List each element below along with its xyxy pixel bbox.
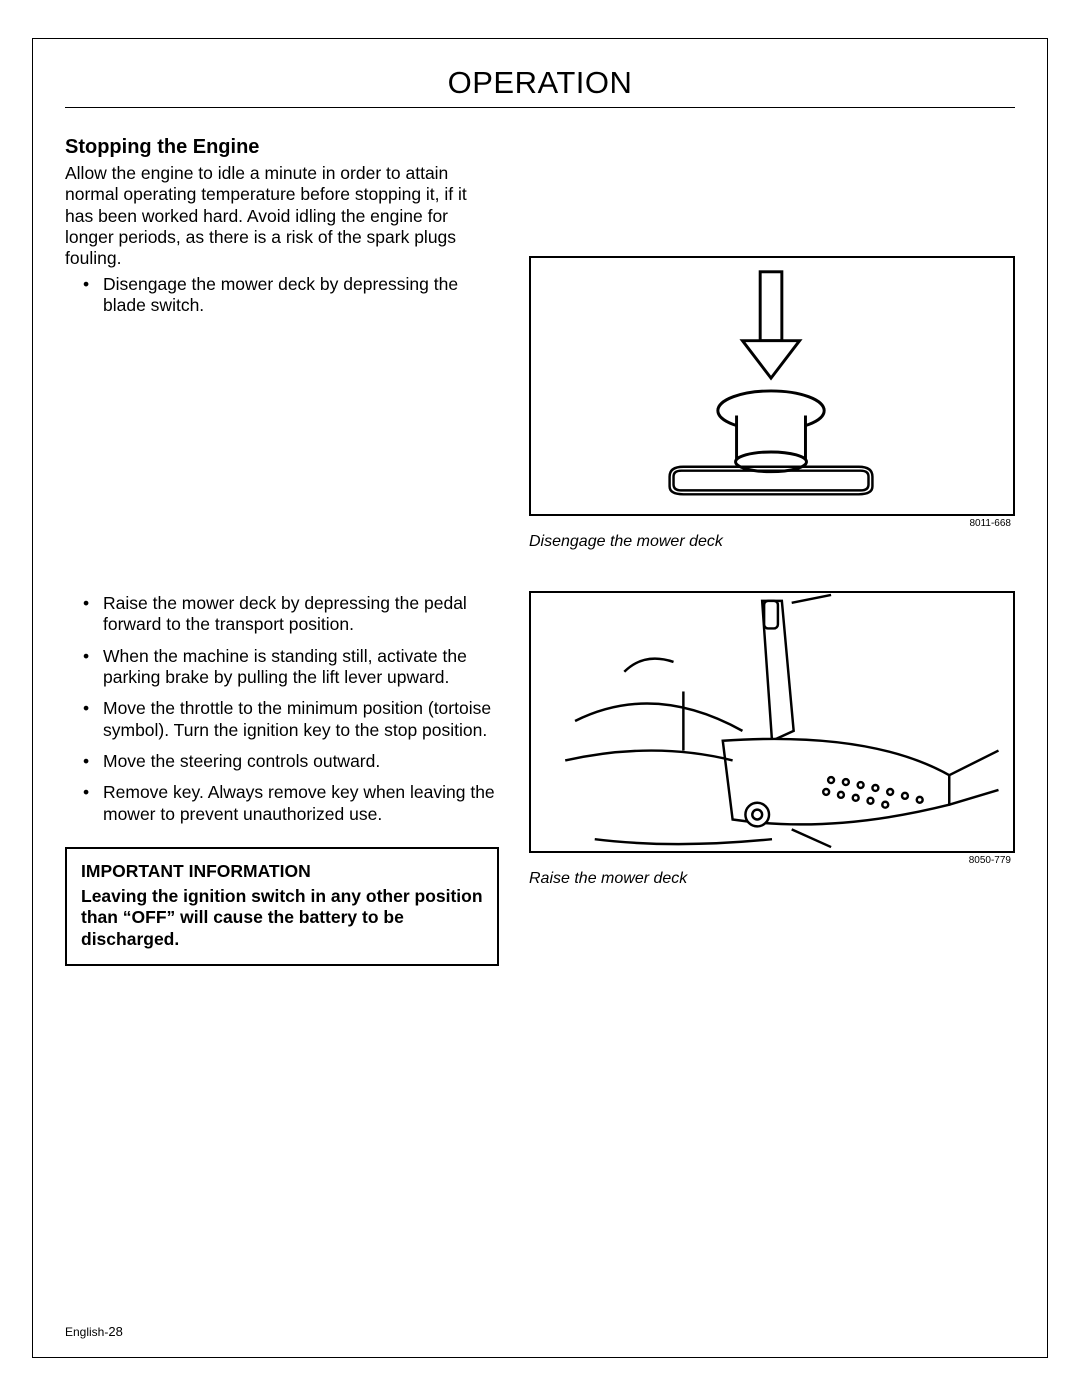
figure-caption: Raise the mower deck <box>529 870 1015 888</box>
intro-paragraph: Allow the engine to idle a minute in ord… <box>65 163 499 270</box>
figure-raise-deck <box>529 591 1015 853</box>
section-heading: Stopping the Engine <box>65 136 499 159</box>
list-item: Remove key. Always remove key when leavi… <box>65 782 499 825</box>
page-footer: English-28 <box>65 1324 123 1339</box>
list-item: When the machine is standing still, acti… <box>65 646 499 689</box>
important-info-box: IMPORTANT INFORMATION Leaving the igniti… <box>65 847 499 966</box>
right-col-bottom: 8050-779 Raise the mower deck <box>521 591 1015 888</box>
page-title: OPERATION <box>65 65 1015 107</box>
page-number: 28 <box>108 1324 122 1339</box>
list-item: Move the throttle to the minimum positio… <box>65 698 499 741</box>
row-stopping-engine: Stopping the Engine Allow the engine to … <box>65 136 1015 551</box>
title-divider <box>65 107 1015 108</box>
list-item: Disengage the mower deck by depressing t… <box>65 274 499 317</box>
list-item: Raise the mower deck by depressing the p… <box>65 593 499 636</box>
left-col-bottom: Raise the mower deck by depressing the p… <box>65 591 521 966</box>
info-box-body: Leaving the ignition switch in any other… <box>81 886 483 950</box>
bullet-list-a: Disengage the mower deck by depressing t… <box>65 274 499 317</box>
switch-illustration <box>531 258 1013 514</box>
spacer <box>529 136 1015 256</box>
info-box-title: IMPORTANT INFORMATION <box>81 861 483 882</box>
figure-number: 8011-668 <box>529 518 1011 529</box>
manual-page: OPERATION Stopping the Engine Allow the … <box>32 38 1048 1358</box>
content-area: Stopping the Engine Allow the engine to … <box>65 136 1015 966</box>
figure-disengage-deck <box>529 256 1015 516</box>
row-raise-deck: Raise the mower deck by depressing the p… <box>65 591 1015 966</box>
figure-number: 8050-779 <box>529 855 1011 866</box>
right-col-top: 8011-668 Disengage the mower deck <box>521 136 1015 551</box>
lever-illustration <box>531 593 1013 851</box>
bullet-list-b: Raise the mower deck by depressing the p… <box>65 593 499 825</box>
footer-prefix: English- <box>65 1325 108 1339</box>
figure-caption: Disengage the mower deck <box>529 533 1015 551</box>
list-item: Move the steering controls outward. <box>65 751 499 772</box>
left-col-top: Stopping the Engine Allow the engine to … <box>65 136 521 326</box>
